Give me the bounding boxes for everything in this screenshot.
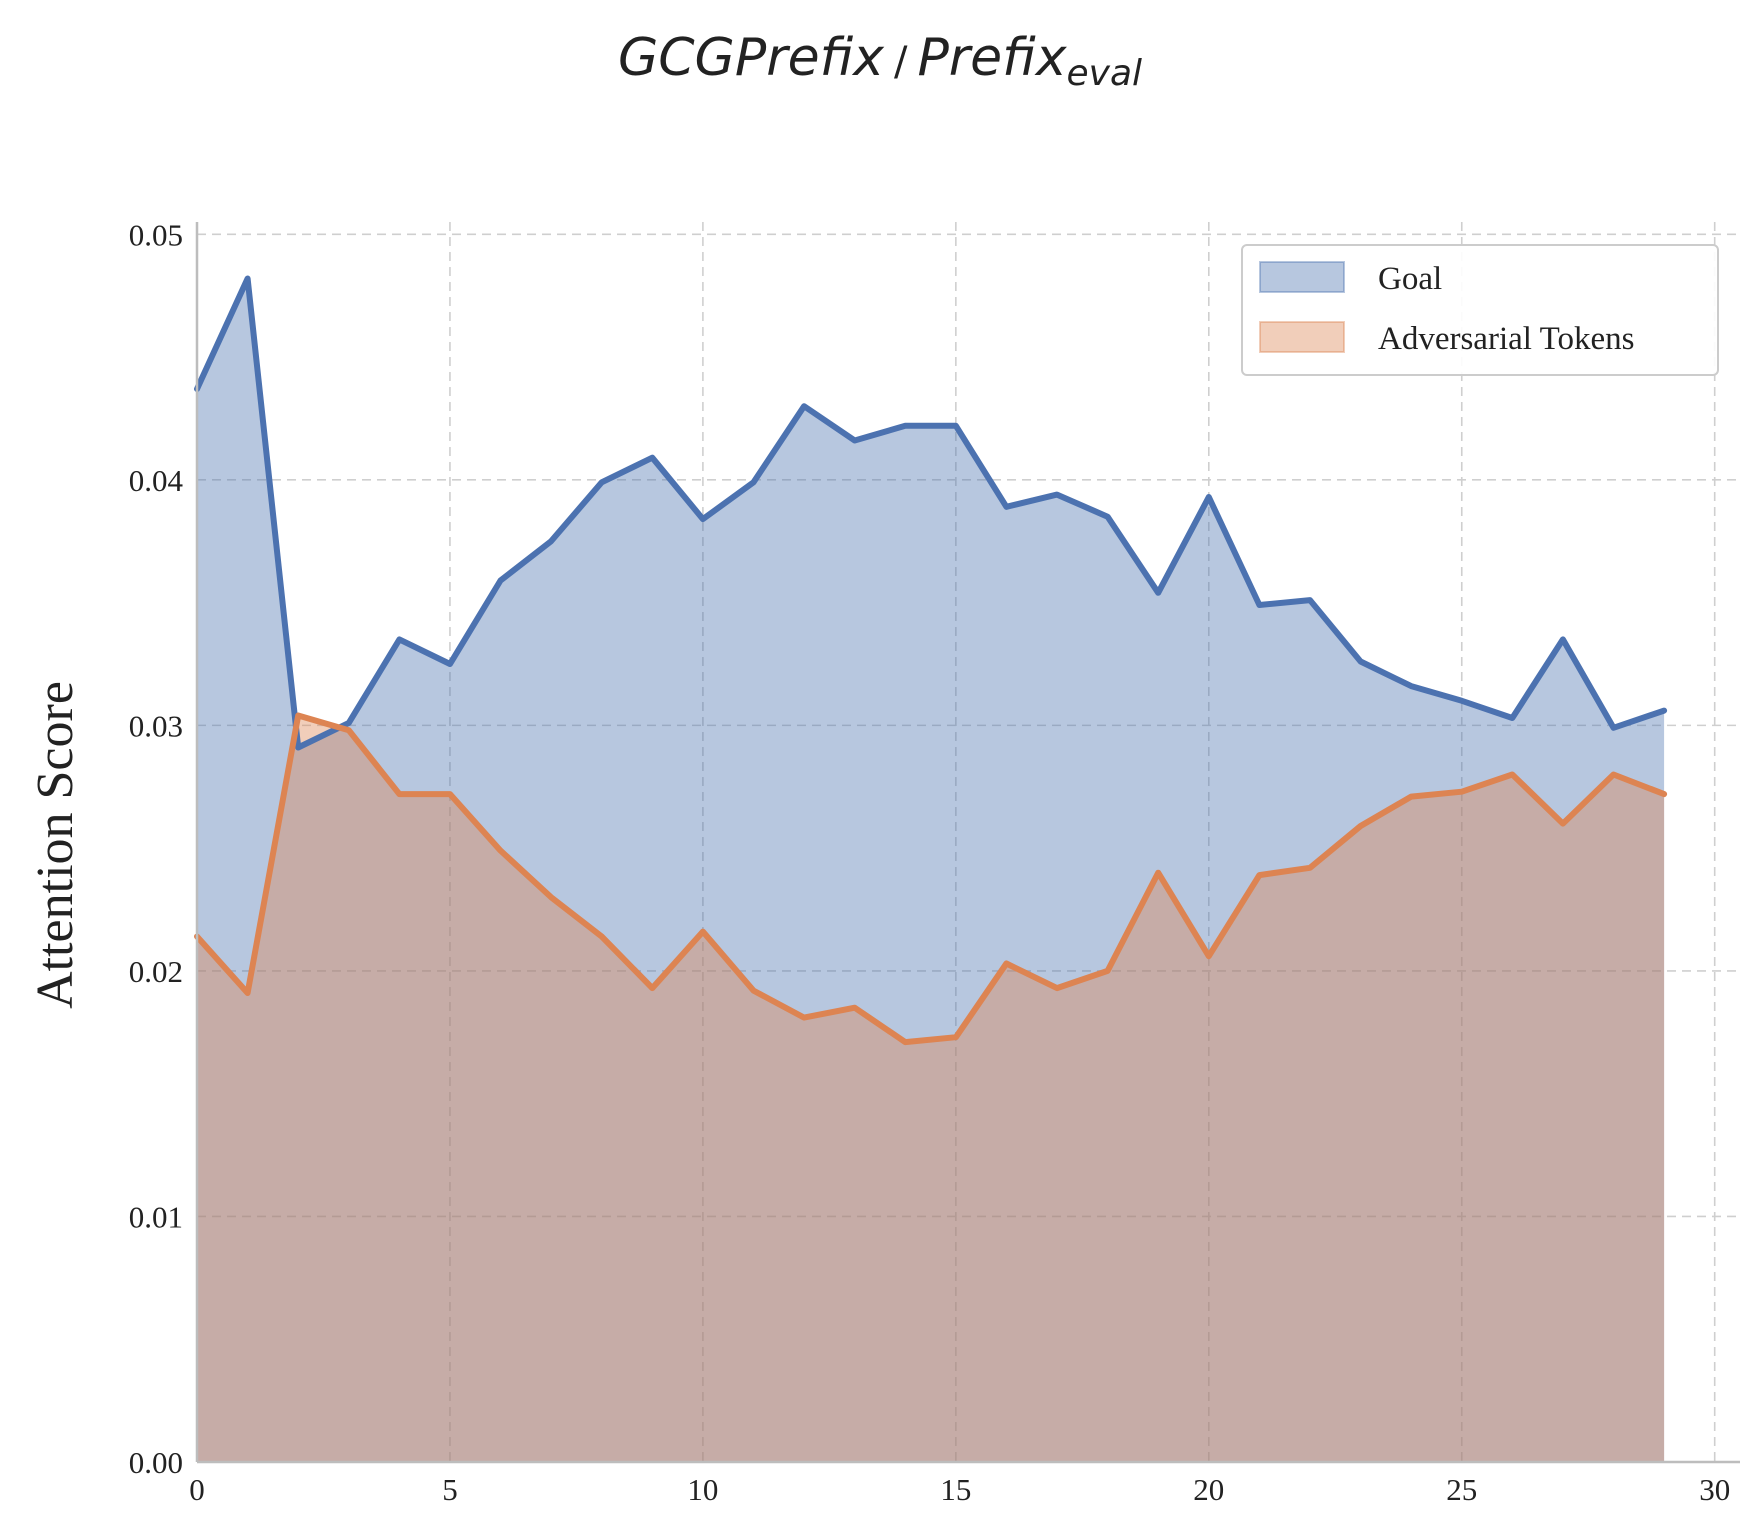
y-axis-label: Attention Score (27, 681, 84, 1009)
y-tick-label: 0.01 (129, 1199, 183, 1234)
title-right: Prefix (917, 28, 1067, 88)
title-left: GCGPrefix (618, 28, 885, 88)
x-tick-label: 20 (1193, 1472, 1224, 1507)
chart-title: GCGPrefix / Prefixeval (618, 28, 1142, 94)
series-lines (194, 275, 1668, 1046)
y-tick-label: 0.00 (129, 1445, 183, 1480)
legend-box (1241, 244, 1719, 376)
axes-spines (195, 222, 1740, 1464)
series-area-1 (197, 715, 1665, 1462)
grid (196, 222, 1740, 1463)
legend[interactable]: Goal Adversarial Tokens (1241, 244, 1719, 376)
series-areas (197, 278, 1665, 1462)
svg-text:GCGPrefix/Prefixeval: GCGPrefix / Prefixeval (618, 28, 1142, 94)
tick-labels: 0 5 10 15 20 25 30 0.00 0.01 0.02 0.03 0.04 0.05 (129, 217, 1730, 1507)
title-separator: / (894, 39, 908, 85)
x-tick-label: 10 (687, 1472, 718, 1507)
legend-swatch-1 (1259, 321, 1345, 353)
series-line-0 (194, 275, 1668, 751)
legend-label-0: Goal (1378, 261, 1442, 297)
x-tick-label: 15 (940, 1472, 971, 1507)
x-tick-label: 0 (189, 1472, 205, 1507)
x-tick-label: 25 (1446, 1472, 1477, 1507)
y-tick-label: 0.02 (129, 954, 183, 989)
legend-label-1: Adversarial Tokens (1378, 321, 1634, 357)
y-tick-label: 0.03 (129, 708, 183, 743)
x-tick-label: 5 (442, 1472, 458, 1507)
series-area-0 (197, 278, 1665, 1462)
legend-swatch-0 (1259, 261, 1345, 293)
title-subscript: eval (1067, 53, 1143, 94)
y-tick-label: 0.04 (129, 463, 184, 498)
x-tick-label: 30 (1699, 1472, 1730, 1507)
y-tick-label: 0.05 (129, 217, 183, 252)
series-line-1 (194, 712, 1668, 1046)
